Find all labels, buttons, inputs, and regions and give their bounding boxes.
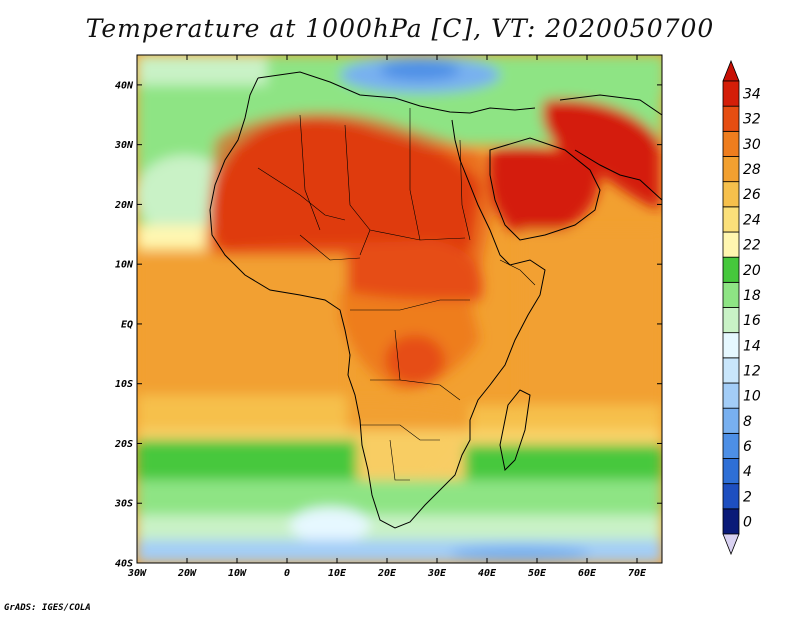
lon-tick-label: 30W [127,568,147,579]
colorbar-bin [722,105,740,132]
colorbar-bin [722,181,740,208]
colorbar-label: 10 [743,389,761,405]
colorbar-bin [722,332,740,359]
colorbar-bin [722,458,740,485]
lat-tick-label: 40S [115,559,133,570]
coastline [209,71,662,529]
colorbar-label: 34 [743,87,761,103]
map-title: Temperature at 1000hPa [C], VT: 20200507… [85,14,715,43]
lat-tick-label: 10N [115,260,134,271]
colorbar-label: 4 [743,464,752,480]
colorbar-under-arrow [722,533,740,556]
colorbar-label: 18 [743,288,761,304]
colorbar-over-arrow [722,59,740,82]
latitude-axis: 40N 30N 20N 10N EQ 10S 20S 30S 40S [114,80,662,570]
colorbar-bin [722,407,740,434]
colorbar-label: 30 [743,137,761,153]
colorbar-bin [722,206,740,233]
lon-tick-label: 30E [427,568,447,579]
lon-tick-label: 70E [628,568,647,579]
lon-tick-label: 50E [528,568,547,579]
field-arabia [489,146,600,240]
lat-tick-label: EQ [121,319,133,330]
colorbar-label: 16 [743,313,761,329]
colorbar-label: 12 [743,363,761,379]
colorbar-label: 24 [743,212,761,228]
lat-tick-label: 20N [114,200,134,211]
lon-tick-label: 20W [177,568,197,579]
longitude-axis: 30W 20W 10W 0 10E 20E 30E 40E 50E 60E 70E [127,55,647,579]
colorbar-label: 32 [743,112,761,128]
lat-tick-label: 30S [114,499,133,510]
lat-tick-label: 40N [115,80,134,91]
lon-tick-label: 60E [578,568,597,579]
colorbar-label: 26 [743,187,761,203]
plot-frame [136,54,663,564]
lon-tick-label: 10W [228,568,247,579]
colorbar-bin [722,508,740,535]
temperature-field [137,55,662,563]
colorbar-bin [722,156,740,183]
lon-tick-label: 0 [284,568,290,579]
lat-tick-label: 20S [114,439,133,450]
colorbar-label: 20 [743,263,761,279]
colorbar-label: 22 [743,238,761,254]
colorbar-bin [722,130,740,157]
lat-tick-label: 30N [114,140,134,151]
colorbar-bin [722,432,740,459]
lon-tick-label: 40E [478,568,497,579]
colorbar-bin [722,382,740,409]
colorbar-label: 6 [743,439,752,455]
colorbar-bin [722,357,740,384]
colorbar-bin [722,281,740,308]
country-borders [257,108,536,481]
colorbar-label: 14 [743,338,761,354]
field-south-atlantic [137,440,357,485]
colorbar-bin [722,231,740,258]
colorbar-label: 2 [743,489,752,505]
colorbar-bin [722,256,740,283]
colorbar-bin [722,307,740,334]
lon-tick-label: 20E [377,568,397,579]
colorbar-label: 8 [743,414,752,430]
grads-credit: GrADS: IGES/COLA [4,603,91,613]
lat-tick-label: 10S [115,379,133,390]
colorbar-bin [722,483,740,510]
lon-tick-label: 10E [328,568,347,579]
colorbar-bin [722,80,740,107]
colorbar-label: 28 [743,162,761,178]
colorbar-label: 0 [743,514,752,530]
